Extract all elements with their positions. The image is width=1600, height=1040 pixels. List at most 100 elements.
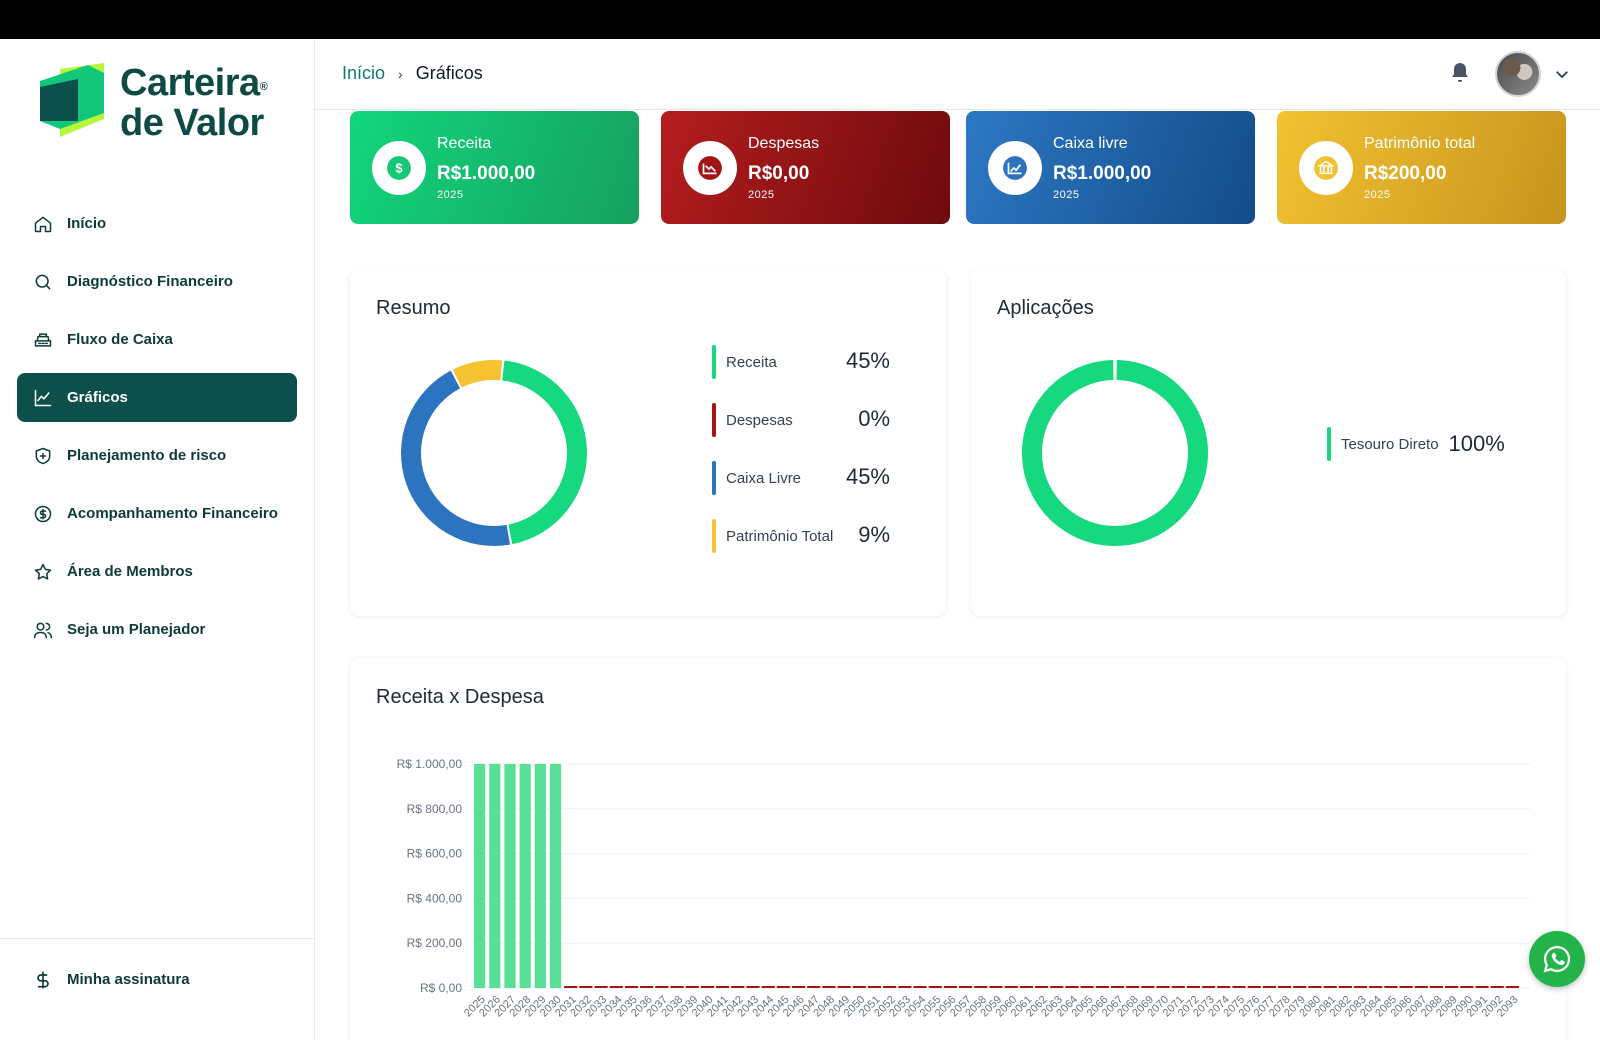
bar-despesa[interactable]	[1323, 986, 1337, 988]
bar-despesa[interactable]	[837, 986, 851, 988]
sidebar-item-acompanhamento-financeiro[interactable]: Acompanhamento Financeiro	[17, 489, 297, 538]
bar-despesa[interactable]	[1308, 986, 1322, 988]
bar-despesa[interactable]	[1019, 986, 1033, 988]
sidebar-item-area-de-membros[interactable]: Área de Membros	[17, 547, 297, 596]
bar-despesa[interactable]	[1445, 986, 1459, 988]
bar-despesa[interactable]	[1490, 986, 1504, 988]
bar-receita[interactable]	[489, 764, 501, 988]
bar-despesa[interactable]	[1065, 986, 1079, 988]
bar-despesa[interactable]	[1217, 986, 1231, 988]
bar-despesa[interactable]	[670, 986, 684, 988]
bar-despesa[interactable]	[624, 986, 639, 988]
bar-despesa[interactable]	[1293, 986, 1307, 988]
sidebar-item-planejamento-de-risco[interactable]: Planejamento de risco	[17, 431, 297, 480]
bar-despesa[interactable]	[594, 986, 608, 988]
breadcrumb-home-link[interactable]: Início	[342, 63, 386, 83]
sidebar-item-fluxo-de-caixa[interactable]: Fluxo de Caixa	[17, 315, 297, 364]
sidebar-item-label: Seja um Planejador	[67, 621, 206, 638]
donut-slice-tesouro-direto[interactable]	[1022, 360, 1208, 546]
bar-despesa[interactable]	[852, 986, 866, 988]
notification-bell-icon[interactable]	[1448, 60, 1472, 86]
sidebar-item-seja-um-planejador[interactable]: Seja um Planejador	[17, 605, 297, 654]
bar-receita[interactable]	[519, 764, 531, 988]
bar-despesa[interactable]	[609, 986, 623, 988]
bar-despesa[interactable]	[1277, 986, 1292, 988]
legend-color-bar	[712, 519, 716, 553]
breadcrumb-current: Gráficos	[415, 63, 483, 83]
bar-despesa[interactable]	[943, 986, 958, 988]
bar-receita[interactable]	[474, 764, 486, 988]
bar-despesa[interactable]	[1505, 986, 1519, 988]
bar-despesa[interactable]	[1171, 986, 1185, 988]
resumo-card: Resumo Receita 45% Despesas 0% Caixa Livre…	[350, 269, 946, 616]
whatsapp-button[interactable]	[1529, 931, 1585, 987]
sidebar-item-inicio[interactable]: Início	[17, 199, 297, 248]
bar-despesa[interactable]	[928, 986, 942, 988]
donut-slice-receita[interactable]	[501, 360, 587, 545]
bar-despesa[interactable]	[564, 986, 578, 988]
bar-despesa[interactable]	[1353, 986, 1368, 988]
bar-despesa[interactable]	[731, 986, 745, 988]
bar-despesa[interactable]	[1141, 986, 1155, 988]
sidebar-item-label: Acompanhamento Financeiro	[67, 505, 278, 522]
bar-receita[interactable]	[504, 764, 516, 988]
bar-despesa[interactable]	[579, 986, 593, 988]
sidebar-item-graficos[interactable]: Gráficos	[17, 373, 297, 422]
bar-despesa[interactable]	[1126, 986, 1140, 988]
bar-despesa[interactable]	[791, 986, 806, 988]
bar-despesa[interactable]	[1429, 986, 1444, 988]
bar-despesa[interactable]	[959, 986, 973, 988]
bar-despesa[interactable]	[1050, 986, 1064, 988]
chevron-down-icon[interactable]	[1553, 65, 1571, 83]
bar-despesa[interactable]	[685, 986, 699, 988]
bar-despesa[interactable]	[746, 986, 760, 988]
bar-receita[interactable]	[549, 764, 562, 988]
bar-despesa[interactable]	[883, 986, 897, 988]
bar-despesa[interactable]	[974, 986, 988, 988]
kpi-value: R$0,00	[748, 163, 810, 184]
bar-despesa[interactable]	[1247, 986, 1261, 988]
bar-despesa[interactable]	[1080, 986, 1094, 988]
bar-despesa[interactable]	[716, 986, 730, 988]
bar-despesa[interactable]	[761, 986, 775, 988]
bar-despesa[interactable]	[1034, 986, 1049, 988]
bar-despesa[interactable]	[640, 986, 654, 988]
bar-despesa[interactable]	[1186, 986, 1201, 988]
donut-slice-patrimonio-total[interactable]	[452, 360, 503, 388]
bar-despesa[interactable]	[1399, 986, 1413, 988]
brand-logo[interactable]: Carteira® de Valor	[38, 61, 278, 143]
bar-despesa[interactable]	[1369, 986, 1383, 988]
bar-despesa[interactable]	[898, 986, 912, 988]
bar-despesa[interactable]	[1110, 986, 1125, 988]
bar-receita[interactable]	[534, 764, 546, 988]
bar-despesa[interactable]	[1262, 986, 1276, 988]
bar-despesa[interactable]	[822, 986, 836, 988]
whatsapp-icon	[1543, 945, 1571, 973]
bank-icon	[1314, 156, 1338, 180]
sidebar-item-diagnostico-financeiro[interactable]: Diagnóstico Financeiro	[17, 257, 297, 306]
bar-despesa[interactable]	[1095, 986, 1109, 988]
user-avatar[interactable]	[1495, 51, 1541, 97]
bar-despesa[interactable]	[867, 986, 882, 988]
bar-despesa[interactable]	[1232, 986, 1246, 988]
legend-percent: 0%	[858, 406, 890, 431]
bar-despesa[interactable]	[989, 986, 1003, 988]
bar-despesa[interactable]	[1460, 986, 1474, 988]
receita-despesa-card: Receita x Despesa R$ 1.000,00 R$ 800,00 R$…	[350, 658, 1566, 1040]
bar-despesa[interactable]	[913, 986, 927, 988]
bar-despesa[interactable]	[1156, 986, 1170, 988]
bar-despesa[interactable]	[807, 986, 821, 988]
legend-color-bar	[712, 461, 716, 495]
bar-despesa[interactable]	[700, 986, 715, 988]
bar-despesa[interactable]	[776, 986, 790, 988]
bar-despesa[interactable]	[1414, 986, 1428, 988]
sidebar-item-minha-assinatura[interactable]: Minha assinatura	[17, 955, 297, 1004]
bar-despesa[interactable]	[655, 986, 669, 988]
bar-despesa[interactable]	[1202, 986, 1216, 988]
donut-slice-caixa-livre[interactable]	[401, 370, 511, 546]
bar-despesa[interactable]	[1475, 986, 1489, 988]
bar-despesa[interactable]	[1384, 986, 1398, 988]
bar-despesa[interactable]	[1004, 986, 1018, 988]
legend-item: Receita	[712, 345, 777, 379]
bar-despesa[interactable]	[1338, 986, 1352, 988]
